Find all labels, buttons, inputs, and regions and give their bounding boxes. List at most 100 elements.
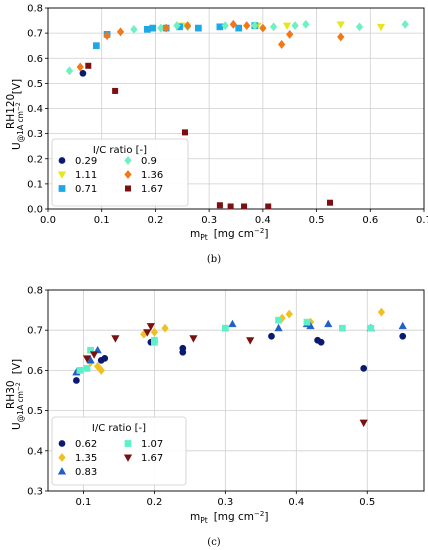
y-tick-label: 0.0 <box>27 205 43 216</box>
legend-label: 0.71 <box>75 184 97 195</box>
data-point-0-9 <box>251 21 259 31</box>
data-point-1-67 <box>112 87 119 94</box>
data-point-1-07 <box>83 365 91 372</box>
data-point-1-35 <box>285 309 293 319</box>
chart-panel-c: 0.3 0.4 0.5 0.6 0.7 0.8 0.1 0.2 0.3 0.4 0.5 U@1A … <box>5 286 425 548</box>
data-point-0-71 <box>149 24 157 32</box>
legend-marker-1-35 <box>58 453 66 462</box>
chart-panel-b: 0.0 0.1 0.2 0.3 0.4 0.5 0.6 0.7 0.8 0.0 0.1 0.2 0.3… <box>5 4 428 266</box>
y-tick-label: 0.6 <box>27 366 43 377</box>
data-point-0-83 <box>86 355 95 364</box>
x-ticks-b: 0.0 0.1 0.2 0.3 0.4 0.5 0.6 0.7 <box>40 209 428 226</box>
legend-marker-0-62 <box>58 440 66 447</box>
data-point-1-07 <box>303 318 311 326</box>
data-point-1-67 <box>146 323 155 331</box>
legend-marker-1-07 <box>124 440 132 447</box>
y-tick-label: 0.7 <box>27 326 43 337</box>
data-point-1-67 <box>111 335 120 343</box>
y-tick-label: 0.3 <box>27 129 43 140</box>
legend-items-b: 0.29 1.11 0.71 0.9 1.36 1.67 <box>57 156 163 195</box>
data-point-0-29 <box>79 69 87 77</box>
y-tick-label: 0.5 <box>27 406 43 417</box>
legend-label: 1.36 <box>141 170 163 181</box>
data-point-0-9 <box>269 22 278 32</box>
legend-label: 1.35 <box>75 453 97 464</box>
legend-title-c: I/C ratio [-] <box>92 423 146 434</box>
y-tick-label: 0.8 <box>27 4 43 15</box>
data-point-1-36 <box>76 62 84 72</box>
data-point-1-07 <box>151 336 158 344</box>
y-ticks-b: 0.0 0.1 0.2 0.3 0.4 0.5 0.6 0.7 0.8 <box>27 4 48 216</box>
data-point-1-35 <box>150 327 159 337</box>
legend-marker-0-29 <box>58 157 66 164</box>
data-point-0-71 <box>92 42 100 50</box>
data-point-0-71 <box>235 24 243 32</box>
x-tick-label: 0.7 <box>416 215 428 226</box>
x-tick-label: 0.2 <box>146 497 162 508</box>
data-point-0-62 <box>101 354 109 362</box>
data-point-1-07 <box>76 367 84 374</box>
panel-label-b: (b) <box>207 254 221 265</box>
panel-label-c: (c) <box>207 537 221 548</box>
y-tick-label: 0.5 <box>27 79 43 90</box>
data-point-1-67 <box>246 337 255 345</box>
data-point-1-36 <box>278 39 286 49</box>
y-tick-label: 0.3 <box>27 487 43 498</box>
legend-label: 1.67 <box>141 453 163 464</box>
data-point-1-11 <box>376 23 386 32</box>
legend-items-c: 0.62 1.35 0.83 1.07 1.67 <box>57 439 163 478</box>
data-point-1-36 <box>243 21 251 31</box>
legend-box-b <box>51 138 189 207</box>
data-point-1-36 <box>286 29 294 39</box>
legend-label: 0.9 <box>141 156 157 167</box>
x-tick-label: 0.5 <box>309 215 325 226</box>
data-point-0-71 <box>195 24 202 32</box>
x-tick-label: 0.5 <box>359 497 375 508</box>
data-point-0-62 <box>360 365 368 372</box>
y-tick-label: 0.1 <box>27 179 43 190</box>
x-tick-label: 0.1 <box>76 497 92 508</box>
data-point-0-83 <box>274 323 283 332</box>
data-point-1-67 <box>189 335 198 343</box>
legend-label: 0.62 <box>75 439 97 450</box>
data-point-1-36 <box>162 23 170 33</box>
plot-frame-c <box>47 289 425 492</box>
x-tick-label: 0.2 <box>147 215 163 226</box>
data-point-0-9 <box>65 66 74 76</box>
legend-marker-1-36 <box>124 170 132 179</box>
data-point-1-07 <box>87 346 94 354</box>
data-point-1-36 <box>103 31 111 41</box>
legend-marker-1-11 <box>57 171 67 179</box>
legend-title-b: I/C ratio [-] <box>93 145 147 156</box>
data-point-0-9 <box>302 19 310 29</box>
data-point-1-36 <box>116 27 125 37</box>
data-point-1-67 <box>265 203 272 210</box>
data-point-1-67 <box>85 62 92 69</box>
x-axis-label-b: mPt [mg cm−2] <box>190 227 268 242</box>
data-point-1-67 <box>90 351 99 359</box>
y-tick-label: 0.2 <box>27 154 43 165</box>
data-points-b <box>65 19 409 210</box>
data-point-0-62 <box>399 332 407 340</box>
data-point-1-36 <box>337 32 345 42</box>
data-point-1-07 <box>275 316 282 324</box>
data-point-1-07 <box>367 324 375 332</box>
data-point-1-07 <box>339 324 346 332</box>
data-point-0-9 <box>355 22 364 32</box>
legend-label: 1.11 <box>75 170 97 181</box>
x-tick-label: 0.4 <box>288 497 304 508</box>
data-point-0-62 <box>179 344 187 352</box>
data-points-c <box>72 307 407 428</box>
legend-marker-0-83 <box>57 467 67 475</box>
x-tick-label: 0.0 <box>40 215 56 226</box>
data-point-0-9 <box>157 23 165 33</box>
y-tick-label: 0.7 <box>27 29 43 40</box>
data-point-0-62 <box>73 377 80 384</box>
data-point-1-11 <box>336 21 345 29</box>
x-tick-label: 0.1 <box>94 215 110 226</box>
data-point-1-67 <box>359 419 368 428</box>
y-tick-label: 0.4 <box>27 446 43 457</box>
data-point-1-67 <box>181 129 188 136</box>
data-point-0-71 <box>216 23 224 31</box>
